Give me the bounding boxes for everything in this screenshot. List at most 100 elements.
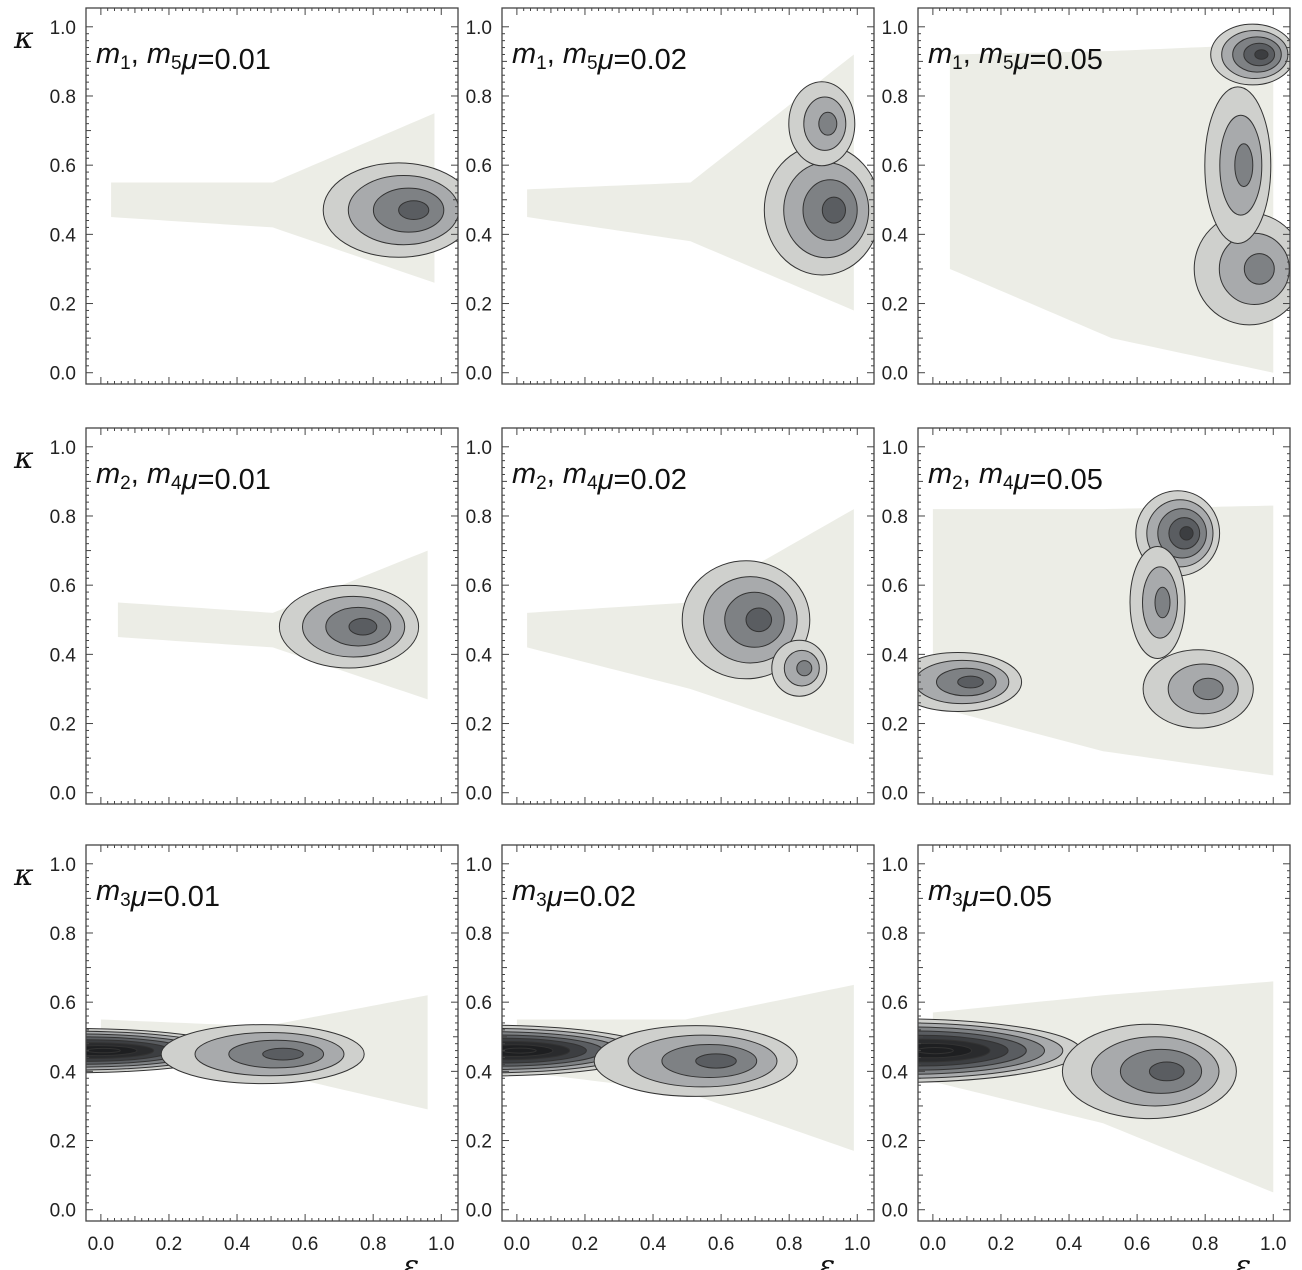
mass-subscript: 2 bbox=[952, 473, 963, 494]
x-tick-label: 0.4 bbox=[640, 1234, 667, 1255]
y-tick-label: 0.4 bbox=[466, 225, 493, 246]
mu-value: μ=0.02 bbox=[597, 464, 687, 496]
y-tick-label: 0.0 bbox=[466, 1201, 492, 1222]
x-tick-label: 0.2 bbox=[572, 1234, 598, 1255]
contour-level-8 bbox=[918, 1047, 954, 1055]
y-tick-label: 0.2 bbox=[50, 1132, 76, 1153]
y-tick-label: 0.2 bbox=[50, 715, 76, 736]
y-tick-label: 0.6 bbox=[50, 156, 76, 177]
mass-symbol: m bbox=[96, 875, 120, 907]
mass-symbol: m bbox=[928, 875, 952, 907]
y-tick-label: 0.6 bbox=[882, 993, 908, 1014]
x-tick-label: 0.6 bbox=[292, 1234, 318, 1255]
mass-symbol: m bbox=[979, 38, 1003, 70]
mass-subscript: 2 bbox=[536, 473, 547, 494]
axis-ticks bbox=[918, 845, 1290, 1221]
y-tick-label: 0.8 bbox=[50, 924, 76, 945]
y-tick-label: 0.2 bbox=[466, 1132, 492, 1153]
panel-frame bbox=[85, 844, 459, 1222]
contour-layers bbox=[117, 550, 428, 700]
x-tick-label: 0.0 bbox=[920, 1234, 946, 1255]
x-tick-label: 1.0 bbox=[844, 1234, 870, 1255]
contour-layers bbox=[918, 490, 1274, 776]
density-support-region bbox=[527, 54, 854, 311]
y-tick-label: 0.0 bbox=[882, 1201, 908, 1222]
panel-4: 0.0 0.2 0.4 0.6 0.8 1.0 κ m2, m4μ=0.01 bbox=[13, 427, 459, 805]
mu-value: μ=0.05 bbox=[1013, 44, 1103, 76]
contour-layers bbox=[949, 23, 1290, 373]
panel-8: 0.0 0.2 0.4 0.6 0.8 1.0 0.0 0.2 0.4 0.6 0.8 1.0 ε m3μ… bbox=[466, 844, 875, 1270]
panel-2: 0.0 0.2 0.4 0.6 0.8 1.0 m1, m5μ=0.02 bbox=[466, 7, 875, 385]
contour-level-8 bbox=[86, 1047, 121, 1054]
contour-level-4 bbox=[398, 200, 430, 221]
panel-frame bbox=[85, 7, 459, 385]
mass-subscript: 4 bbox=[171, 473, 182, 494]
mass-subscript: 5 bbox=[587, 53, 598, 74]
axis-ticks bbox=[86, 845, 458, 1221]
y-tick-label: 0.6 bbox=[466, 576, 492, 597]
panel-frame bbox=[501, 844, 875, 1222]
mass-symbol: m bbox=[512, 38, 536, 70]
mass-symbol: m bbox=[979, 458, 1003, 490]
contour-level-8 bbox=[502, 1047, 537, 1054]
contour-level-3 bbox=[1192, 677, 1224, 701]
y-tick-label: 0.2 bbox=[50, 295, 76, 316]
y-tick-label: 0.4 bbox=[882, 225, 909, 246]
contour-level-5 bbox=[1254, 49, 1269, 60]
mass-subscript: 4 bbox=[1003, 473, 1014, 494]
mu-value: μ=0.01 bbox=[181, 464, 271, 496]
y-tick-label: 1.0 bbox=[466, 438, 492, 459]
density-support-region bbox=[949, 44, 1274, 373]
y-tick-label: 1.0 bbox=[882, 18, 908, 39]
x-axis-label: ε bbox=[403, 1249, 419, 1270]
y-tick-label: 0.4 bbox=[50, 225, 77, 246]
axis-ticks bbox=[918, 428, 1290, 804]
panel-label: m2, m4μ=0.02 bbox=[512, 458, 687, 496]
panel-label: m2, m4μ=0.05 bbox=[928, 458, 1103, 496]
y-tick-label: 0.8 bbox=[882, 924, 908, 945]
contour-layers bbox=[527, 509, 854, 745]
y-tick-label: 0.0 bbox=[466, 784, 492, 805]
panel-label: m3μ=0.05 bbox=[928, 875, 1052, 913]
contour-layers bbox=[527, 54, 874, 311]
y-tick-label: 0.6 bbox=[50, 576, 76, 597]
panel-label: m3μ=0.02 bbox=[512, 875, 636, 913]
y-tick-label: 0.2 bbox=[882, 295, 908, 316]
x-tick-label: 0.8 bbox=[776, 1234, 802, 1255]
y-tick-label: 0.0 bbox=[50, 784, 76, 805]
y-tick-label: 0.4 bbox=[466, 645, 493, 666]
mu-value: μ=0.01 bbox=[130, 881, 220, 913]
x-tick-label: 0.6 bbox=[708, 1234, 734, 1255]
x-tick-label: 0.2 bbox=[988, 1234, 1014, 1255]
x-axis-label: ε bbox=[1235, 1249, 1251, 1270]
y-tick-label: 0.8 bbox=[466, 507, 492, 528]
y-tick-label: 1.0 bbox=[466, 18, 492, 39]
y-tick-label: 1.0 bbox=[466, 855, 492, 876]
x-tick-label: 0.8 bbox=[1192, 1234, 1218, 1255]
panel-label: m1, m5μ=0.02 bbox=[512, 38, 687, 76]
contour-level-4 bbox=[745, 607, 773, 633]
x-tick-label: 0.8 bbox=[360, 1234, 386, 1255]
panel-3: 0.0 0.2 0.4 0.6 0.8 1.0 m1, m5μ=0.05 bbox=[882, 7, 1291, 385]
contour-level-4 bbox=[957, 675, 984, 689]
panel-frame bbox=[501, 7, 875, 385]
mass-subscript: 3 bbox=[952, 890, 963, 911]
mu-value: μ=0.05 bbox=[1013, 464, 1103, 496]
axis-ticks bbox=[502, 428, 874, 804]
mass-symbol: m bbox=[928, 38, 952, 70]
contour-level-3 bbox=[818, 111, 838, 136]
panel-label: m1, m5μ=0.05 bbox=[928, 38, 1103, 76]
y-tick-label: 0.6 bbox=[882, 156, 908, 177]
mass-subscript: 1 bbox=[120, 53, 131, 74]
y-tick-label: 0.8 bbox=[466, 924, 492, 945]
mass-symbol: m bbox=[96, 38, 120, 70]
contour-layers bbox=[86, 995, 428, 1110]
y-tick-label: 0.4 bbox=[882, 645, 909, 666]
panel-frame bbox=[917, 7, 1291, 385]
panel-label: m3μ=0.01 bbox=[96, 875, 220, 913]
panel-frame bbox=[501, 427, 875, 805]
y-tick-label: 1.0 bbox=[882, 438, 908, 459]
y-tick-label: 0.8 bbox=[50, 507, 76, 528]
x-tick-label: 0.6 bbox=[1124, 1234, 1150, 1255]
y-tick-label: 0.4 bbox=[50, 645, 77, 666]
